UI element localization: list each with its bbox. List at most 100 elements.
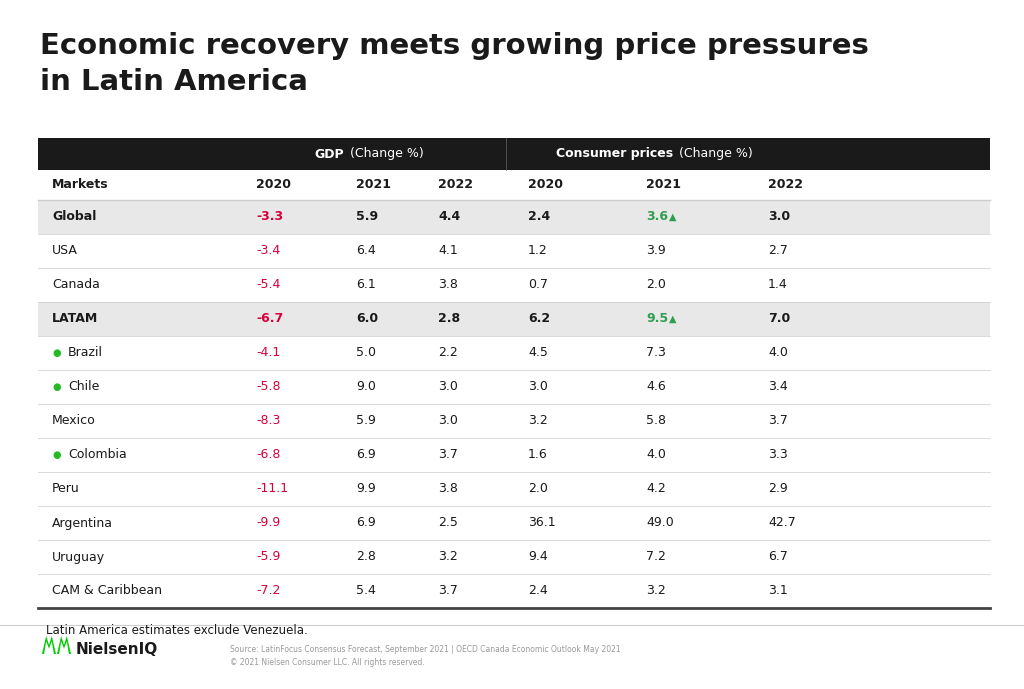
Text: -9.9: -9.9 [256, 517, 281, 530]
Text: 6.2: 6.2 [528, 313, 550, 325]
Text: 4.2: 4.2 [646, 482, 666, 495]
Text: 3.9: 3.9 [646, 245, 666, 258]
Text: 6.7: 6.7 [768, 551, 787, 564]
Text: 2.0: 2.0 [528, 482, 548, 495]
Text: Latin America estimates exclude Venezuela.: Latin America estimates exclude Venezuel… [46, 624, 308, 637]
Text: Brazil: Brazil [68, 347, 103, 360]
Bar [38, 438, 990, 472]
Bar [38, 170, 990, 200]
Text: in Latin America: in Latin America [40, 68, 308, 96]
Text: 3.0: 3.0 [438, 380, 458, 393]
Text: -6.7: -6.7 [256, 313, 284, 325]
Text: 3.2: 3.2 [528, 415, 548, 427]
Text: ▲: ▲ [669, 314, 676, 324]
Text: Consumer prices: Consumer prices [556, 147, 673, 161]
Text: 3.8: 3.8 [438, 278, 458, 291]
Text: 5.0: 5.0 [356, 347, 376, 360]
Polygon shape [57, 636, 71, 654]
Text: Argentina: Argentina [52, 517, 113, 530]
Text: -7.2: -7.2 [256, 584, 281, 597]
Bar [38, 404, 990, 438]
Text: -5.4: -5.4 [256, 278, 281, 291]
Text: -6.8: -6.8 [256, 449, 281, 462]
Text: 6.9: 6.9 [356, 517, 376, 530]
Text: 3.6: 3.6 [646, 211, 668, 223]
Text: CAM & Caribbean: CAM & Caribbean [52, 584, 162, 597]
Text: Peru: Peru [52, 482, 80, 495]
Text: 4.4: 4.4 [438, 211, 460, 223]
Polygon shape [42, 636, 56, 654]
Text: 1.4: 1.4 [768, 278, 787, 291]
Text: 3.0: 3.0 [768, 211, 791, 223]
Text: 1.6: 1.6 [528, 449, 548, 462]
Text: 5.8: 5.8 [646, 415, 666, 427]
Text: 3.3: 3.3 [768, 449, 787, 462]
Text: ●: ● [52, 348, 60, 358]
Bar [38, 138, 990, 170]
Text: -5.8: -5.8 [256, 380, 281, 393]
Text: 2021: 2021 [646, 178, 681, 192]
Text: 6.4: 6.4 [356, 245, 376, 258]
Text: Chile: Chile [68, 380, 99, 393]
Bar [38, 234, 990, 268]
Text: 2.8: 2.8 [438, 313, 460, 325]
Text: ●: ● [52, 382, 60, 392]
Text: Canada: Canada [52, 278, 100, 291]
Text: 1.2: 1.2 [528, 245, 548, 258]
Text: 3.4: 3.4 [768, 380, 787, 393]
Text: -3.3: -3.3 [256, 211, 283, 223]
Text: 2022: 2022 [438, 178, 473, 192]
Text: 9.4: 9.4 [528, 551, 548, 564]
Text: 5.4: 5.4 [356, 584, 376, 597]
Text: (Change %): (Change %) [675, 147, 753, 161]
Text: -4.1: -4.1 [256, 347, 281, 360]
Text: 6.9: 6.9 [356, 449, 376, 462]
Bar [38, 472, 990, 506]
Text: 4.0: 4.0 [646, 449, 666, 462]
Text: -5.9: -5.9 [256, 551, 281, 564]
Text: 2.9: 2.9 [768, 482, 787, 495]
Bar [38, 336, 990, 370]
Text: -11.1: -11.1 [256, 482, 288, 495]
Bar [38, 506, 990, 540]
Text: ▲: ▲ [669, 212, 676, 222]
Bar [38, 302, 990, 336]
Text: 2.4: 2.4 [528, 584, 548, 597]
Text: 2021: 2021 [356, 178, 391, 192]
Text: 2.2: 2.2 [438, 347, 458, 360]
Text: NielsenIQ: NielsenIQ [76, 643, 159, 657]
Text: 3.7: 3.7 [438, 584, 458, 597]
Text: Mexico: Mexico [52, 415, 96, 427]
Text: 49.0: 49.0 [646, 517, 674, 530]
Text: GDP: GDP [314, 147, 344, 161]
Text: 3.1: 3.1 [768, 584, 787, 597]
Text: 9.5: 9.5 [646, 313, 668, 325]
Text: 7.0: 7.0 [768, 313, 791, 325]
Text: 2.4: 2.4 [528, 211, 550, 223]
Bar [38, 540, 990, 574]
Text: LATAM: LATAM [52, 313, 98, 325]
Bar [38, 574, 990, 608]
Text: 9.0: 9.0 [356, 380, 376, 393]
Bar [38, 200, 990, 234]
Text: -8.3: -8.3 [256, 415, 281, 427]
Text: Economic recovery meets growing price pressures: Economic recovery meets growing price pr… [40, 32, 869, 60]
Text: 2.5: 2.5 [438, 517, 458, 530]
Text: 2020: 2020 [256, 178, 291, 192]
Text: (Change %): (Change %) [346, 147, 424, 161]
Text: 42.7: 42.7 [768, 517, 796, 530]
Text: 2.0: 2.0 [646, 278, 666, 291]
Text: Markets: Markets [52, 178, 109, 192]
Text: Uruguay: Uruguay [52, 551, 105, 564]
Text: 4.1: 4.1 [438, 245, 458, 258]
Text: 2.7: 2.7 [768, 245, 787, 258]
Text: 5.9: 5.9 [356, 415, 376, 427]
Text: 3.2: 3.2 [438, 551, 458, 564]
Text: Global: Global [52, 211, 96, 223]
Text: 3.0: 3.0 [438, 415, 458, 427]
Text: 3.8: 3.8 [438, 482, 458, 495]
Bar [38, 268, 990, 302]
Text: 7.2: 7.2 [646, 551, 666, 564]
Text: 5.9: 5.9 [356, 211, 378, 223]
Text: USA: USA [52, 245, 78, 258]
